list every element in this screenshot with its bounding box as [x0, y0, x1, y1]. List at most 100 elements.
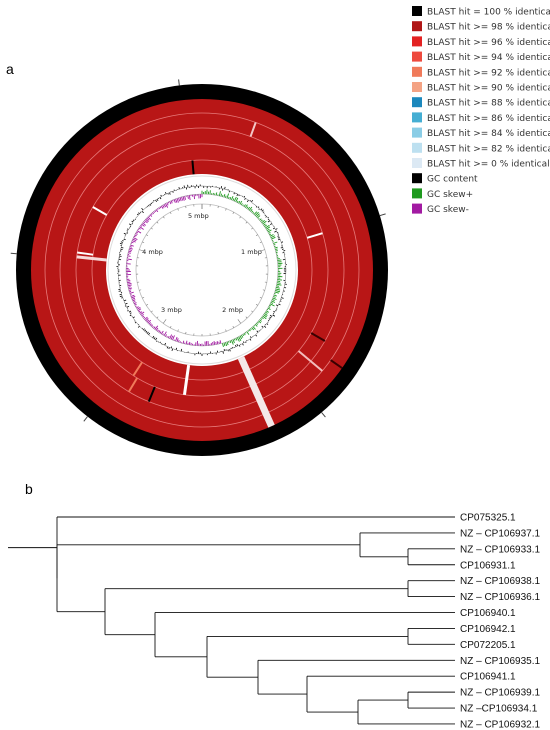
- black-mark: [191, 160, 195, 175]
- gc-content-bar: [222, 351, 224, 354]
- gc-skew-negative: [140, 311, 145, 316]
- scale-tick: [225, 329, 227, 332]
- gc-content-bar: [160, 194, 162, 197]
- gc-skew-positive: [235, 337, 238, 341]
- scale-tick: [245, 221, 248, 224]
- gc-skew-negative: [219, 340, 222, 344]
- legend-swatch: [412, 203, 422, 214]
- gc-skew-negative: [130, 294, 135, 297]
- gc-skew-negative: [158, 207, 160, 210]
- gc-skew-positive: [267, 229, 272, 233]
- gap: [76, 255, 107, 262]
- gc-skew-positive: [269, 303, 275, 307]
- gc-skew-negative: [143, 316, 146, 319]
- gc-skew-positive: [251, 210, 254, 213]
- gc-skew-positive: [273, 241, 278, 244]
- gc-content-bar: [153, 337, 156, 340]
- gc-skew-negative: [142, 222, 147, 226]
- black-mark: [147, 386, 156, 403]
- gc-skew-negative: [146, 217, 150, 221]
- legend-swatch: [412, 112, 422, 123]
- gc-skew-negative: [159, 331, 162, 334]
- gc-content-bar: [269, 316, 272, 319]
- gc-content-bar: [129, 314, 132, 317]
- outer-tick: [321, 412, 326, 418]
- gc-skew-negative: [184, 195, 186, 200]
- scale-tick: [251, 227, 254, 230]
- gc-skew-negative: [150, 213, 153, 216]
- gc-skew-positive: [267, 307, 271, 310]
- gc-content-bar: [233, 192, 235, 195]
- outer-tick: [379, 213, 386, 217]
- gc-skew-negative: [188, 194, 191, 201]
- gc-content-bar: [149, 203, 152, 206]
- gc-skew-negative: [162, 333, 164, 336]
- gc-content-bar: [141, 210, 144, 214]
- gc-skew-negative: [176, 198, 179, 203]
- gc-content-bar: [169, 192, 171, 195]
- gc-skew-positive: [229, 197, 232, 200]
- gc-skew-negative: [138, 227, 141, 230]
- scale-tick: [225, 208, 227, 211]
- gap: [92, 206, 108, 216]
- gc-content-bar: [260, 208, 263, 211]
- gc-skew-positive: [248, 206, 253, 211]
- gc-skew-negative: [160, 205, 164, 209]
- gc-content-bar: [251, 199, 254, 203]
- gap: [77, 251, 94, 256]
- scale-tick: [146, 304, 149, 306]
- legend-swatch: [412, 66, 422, 77]
- gc-skew-positive: [253, 211, 258, 215]
- gc-content-bar: [137, 325, 140, 328]
- gc-skew-positive: [247, 206, 251, 210]
- scale-tick: [139, 289, 142, 291]
- gc-content-bar: [170, 346, 173, 349]
- gc-skew-positive: [223, 194, 226, 198]
- scale-tick: [232, 212, 235, 215]
- black-mark: [310, 332, 326, 342]
- legend-swatch: [412, 36, 422, 47]
- gc-skew-negative: [127, 284, 132, 287]
- gc-skew-negative: [153, 211, 155, 214]
- gc-skew-negative: [138, 310, 141, 313]
- scale-tick: [156, 316, 159, 319]
- gc-skew-negative: [169, 201, 172, 205]
- outer-tick: [178, 79, 180, 86]
- scale-tick: [169, 212, 172, 215]
- gc-skew-negative: [187, 195, 189, 199]
- gc-content-bar: [257, 206, 260, 208]
- skew-baseline: [125, 193, 279, 347]
- gc-skew-negative: [163, 331, 167, 337]
- gc-skew-positive: [261, 316, 264, 320]
- gc-content-bar: [126, 305, 130, 308]
- gc-skew-negative: [128, 287, 133, 290]
- gc-skew-negative: [154, 325, 159, 330]
- tree-leaf-label: NZ – CP106936.1: [460, 592, 540, 603]
- gc-skew-positive: [233, 338, 236, 341]
- legend-label: BLAST hit >= 98 % identical: [427, 23, 550, 33]
- gc-content-bar: [275, 304, 279, 307]
- gc-skew-negative: [131, 240, 136, 243]
- gc-skew-positive: [265, 311, 268, 314]
- gc-skew-negative: [148, 322, 152, 325]
- inner-gray-ring: [107, 175, 297, 365]
- gc-content-bar: [229, 349, 231, 352]
- legend-swatch: [412, 188, 422, 199]
- gc-skew-positive: [218, 191, 221, 197]
- gc-skew-positive: [264, 313, 268, 316]
- gc-skew-positive: [238, 200, 241, 204]
- gc-skew-positive: [273, 244, 276, 246]
- gc-content-bar: [281, 241, 284, 243]
- gc-skew-positive: [276, 283, 282, 286]
- gc-skew-positive: [255, 322, 259, 325]
- legend-swatch: [412, 127, 422, 138]
- gc-skew-negative: [178, 340, 180, 343]
- gc-skew-positive: [228, 341, 230, 343]
- gc-content-bar: [178, 187, 180, 190]
- gc-skew-negative: [167, 201, 170, 204]
- tree-leaf-label: CP106931.1: [460, 560, 516, 571]
- gc-skew-positive: [273, 296, 276, 298]
- gc-skew-negative: [128, 250, 132, 253]
- gc-content-bar: [244, 197, 246, 200]
- gc-content-bar: [242, 341, 245, 343]
